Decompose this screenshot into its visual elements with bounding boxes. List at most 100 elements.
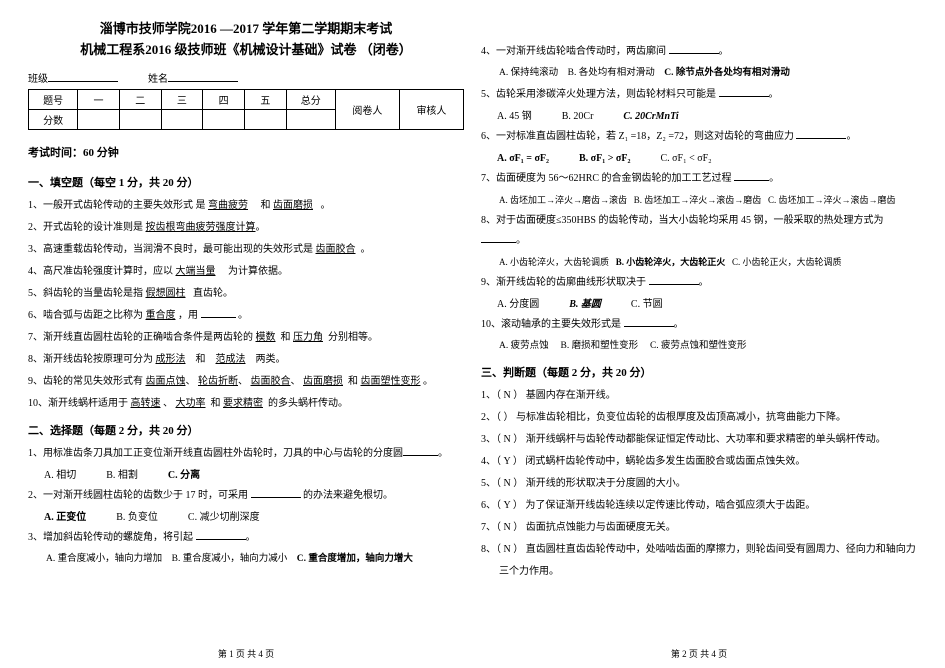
- s2-q7-opts: A. 齿坯加工→淬火→磨齿→滚齿 B. 齿坯加工→淬火→滚齿→磨齿 C. 齿坯加…: [499, 191, 917, 209]
- answer: 重合度: [146, 310, 176, 321]
- answer: 齿面磨损: [273, 200, 313, 211]
- q-text: 。: [238, 310, 248, 321]
- student-info-row: 班级 姓名: [28, 70, 464, 85]
- answer: 大功率: [176, 398, 206, 409]
- footer-right: 第 2 页 共 4 页: [481, 641, 917, 660]
- s2-q8: 8、对于齿面硬度≤350HBS 的齿轮传动，当大小齿轮均采用 45 钢，一般采取…: [481, 211, 917, 251]
- opt-c: C. 减少切削深度: [188, 508, 260, 528]
- q-text: 4、高尺准齿轮强度计算时，应以: [28, 266, 173, 277]
- s2-q8-opts: A. 小齿轮淬火，大齿轮调质 B. 小齿轮淬火，大齿轮正火 C. 小齿轮正火，大…: [499, 253, 917, 271]
- answer: 轮齿折断: [198, 376, 238, 387]
- td-blank: [161, 110, 203, 130]
- opt-b: B. 磨损和塑性变形: [561, 341, 639, 351]
- s2-q4-opts: A. 保持纯滚动 B. 各处均有相对滑动 C. 除节点外各处均有相对滑动: [499, 64, 917, 83]
- q-text: 10、滚动轴承的主要失效形式是: [481, 319, 621, 330]
- q-text: 1、一般开式齿轮传动的主要失效形式 是: [28, 200, 206, 211]
- s2-q2: 2、一对渐开线圆柱齿轮的齿数少于 17 时，可采用 的办法来避免根切。: [28, 486, 464, 506]
- class-blank: [48, 72, 118, 82]
- s1-q8: 8、渐开线齿轮按原理可分为 成形法 和 范成法 两类。: [28, 350, 464, 370]
- q-text: 为计算依据。: [228, 266, 288, 277]
- blank: [201, 308, 236, 318]
- opt-c: C. 重合度增加，轴向力增大: [297, 554, 413, 564]
- opt-c: C. 20CrMnTi: [623, 107, 678, 127]
- opt-a: A. 疲劳点蚀: [499, 341, 549, 351]
- score-table: 题号 一 二 三 四 五 总分 阅卷人 审核人 分数: [28, 89, 464, 130]
- blank: [624, 317, 674, 327]
- th-reader: 阅卷人: [335, 90, 399, 130]
- opt-a: A. 相切: [44, 466, 76, 486]
- s2-q2-opts: A. 正变位 B. 负变位 C. 减少切削深度: [44, 508, 464, 528]
- q-text: 5、齿轮采用渗碳淬火处理方法，则齿轮材料只可能是: [481, 89, 716, 100]
- s3-q5: 5、（ N ） 渐开线的形状取决于分度圆的大小。: [481, 474, 917, 494]
- q-text: 2、开式齿轮的设计准则是: [28, 222, 143, 233]
- s3-q8b: 三个力作用。: [499, 562, 917, 582]
- s1-q1: 1、一般开式齿轮传动的主要失效形式 是 弯曲疲劳 和 齿面磨损 。: [28, 196, 464, 216]
- answer: 范成法: [216, 354, 246, 365]
- th-num: 题号: [29, 90, 78, 110]
- q-text: ，用: [178, 310, 198, 321]
- blank: [403, 446, 438, 456]
- header-line-1: 淄博市技师学院2016 —2017 学年第二学期期末考试: [28, 18, 464, 37]
- s1-q7: 7、渐开线直齿圆柱齿轮的正确啮合条件是两齿轮的 模数 和 压力角 分别相等。: [28, 328, 464, 348]
- s2-q7: 7、齿面硬度为 56～62HRC 的合金钢齿轮的加工工艺过程 。: [481, 169, 917, 189]
- s2-q5: 5、齿轮采用渗碳淬火处理方法，则齿轮材料只可能是 。: [481, 85, 917, 105]
- opt-b: B. 基圆: [569, 295, 601, 315]
- td-score-label: 分数: [29, 110, 78, 130]
- q-text: 直齿轮。: [193, 288, 233, 299]
- footer-left: 第 1 页 共 4 页: [28, 641, 464, 660]
- s2-q10: 10、滚动轴承的主要失效形式是 。: [481, 315, 917, 335]
- opt-b: B. 小齿轮淬火，大齿轮正火: [616, 257, 726, 267]
- answer: 成形法: [156, 354, 186, 365]
- opt-b: B. 各处均有相对滑动: [568, 68, 655, 78]
- section-2-title: 二、选择题（每题 2 分，共 20 分）: [28, 422, 464, 438]
- s2-q1: 1、用标准齿条刀具加工正变位渐开线直齿圆柱外齿轮时，刀具的中心与齿轮的分度圆。: [28, 444, 464, 464]
- header-line-2: 机械工程系2016 级技师班《机械设计基础》试卷 （闭卷）: [28, 39, 464, 58]
- q-text: 6、一对标准直齿圆柱齿轮，若 Z₁ =18，Z₂ =72，则这对齿轮的弯曲应力: [481, 131, 794, 142]
- q-text: 4、一对渐开线齿轮啮合传动时，两齿廓间: [481, 46, 666, 57]
- td-blank: [119, 110, 161, 130]
- s3-q1: 1、（ N ） 基圆内存在渐开线。: [481, 386, 917, 406]
- opt-a: A. σF₁ = σF₂: [497, 149, 549, 169]
- q-text: 和: [261, 200, 271, 211]
- s2-q10-opts: A. 疲劳点蚀 B. 磨损和塑性变形 C. 疲劳点蚀和塑性变形: [499, 337, 917, 356]
- td-blank: [78, 110, 120, 130]
- page-left: 淄博市技师学院2016 —2017 学年第二学期期末考试 机械工程系2016 级…: [20, 18, 473, 660]
- answer: 齿面胶合: [316, 244, 356, 255]
- opt-a: A. 45 钢: [497, 107, 532, 127]
- s2-q6-opts: A. σF₁ = σF₂ B. σF₁ > σF₂ C. σF₁ < σF₂: [497, 149, 917, 169]
- s3-q8: 8、（ N ） 直齿圆柱直齿齿轮传动中，处啮啮齿面的摩擦力，则轮齿间受有圆周力、…: [481, 540, 917, 560]
- answer: 齿面胶合: [251, 376, 291, 387]
- blank: [649, 275, 699, 285]
- s3-q3: 3、（ N ） 渐开线蜗杆与齿轮传动都能保证恒定传动比、大功率和要求精密的单头蜗…: [481, 430, 917, 450]
- s1-q5: 5、斜齿轮的当量齿轮是指 假想圆柱 直齿轮。: [28, 284, 464, 304]
- opt-c: C. 分离: [168, 466, 200, 486]
- opt-a: A. 分度圆: [497, 295, 539, 315]
- opt-b: B. 负变位: [116, 508, 158, 528]
- spacer: [481, 18, 917, 42]
- q-text: 10、渐开线蜗杆适用于: [28, 398, 128, 409]
- s1-q9: 9、齿轮的常见失效形式有 齿面点蚀、 轮齿折断、 齿面胶合、 齿面磨损 和 齿面…: [28, 372, 464, 392]
- opt-c: C. 除节点外各处均有相对滑动: [664, 68, 790, 78]
- answer: 压力角: [293, 332, 323, 343]
- answer: 弯曲疲劳: [208, 200, 248, 211]
- s3-q4: 4、（ Y ） 闭式蜗杆齿轮传动中，蜗轮齿多发生齿面胶合或齿面点蚀失效。: [481, 452, 917, 472]
- answer: 齿面磨损: [303, 376, 343, 387]
- q-text: 的多头蜗杆传动。: [268, 398, 348, 409]
- th-total: 总分: [286, 90, 335, 110]
- answer: 高转速: [131, 398, 161, 409]
- answer: 要求精密: [223, 398, 263, 409]
- opt-c: C. σF₁ < σF₂: [660, 149, 711, 169]
- q-text: 两类。: [256, 354, 286, 365]
- q-text: 7、齿面硬度为 56～62HRC 的合金钢齿轮的加工工艺过程: [481, 173, 732, 184]
- opt-b: B. σF₁ > σF₂: [579, 149, 630, 169]
- opt-c: C. 齿坯加工→淬火→滚齿→磨齿: [768, 195, 896, 205]
- opt-a: A. 齿坯加工→淬火→磨齿→滚齿: [499, 195, 627, 205]
- opt-a: A. 正变位: [44, 508, 86, 528]
- s1-q2: 2、开式齿轮的设计准则是 按齿根弯曲疲劳强度计算。: [28, 218, 464, 238]
- opt-c: C. 节圆: [631, 295, 663, 315]
- s2-q4: 4、一对渐开线齿轮啮合传动时，两齿廓间 。: [481, 42, 917, 62]
- q-text: 8、对于齿面硬度≤350HBS 的齿轮传动，当大小齿轮均采用 45 钢，一般采取…: [481, 215, 883, 226]
- answer: 假想圆柱: [146, 288, 186, 299]
- blank: [719, 87, 769, 97]
- q-text: 和: [211, 398, 221, 409]
